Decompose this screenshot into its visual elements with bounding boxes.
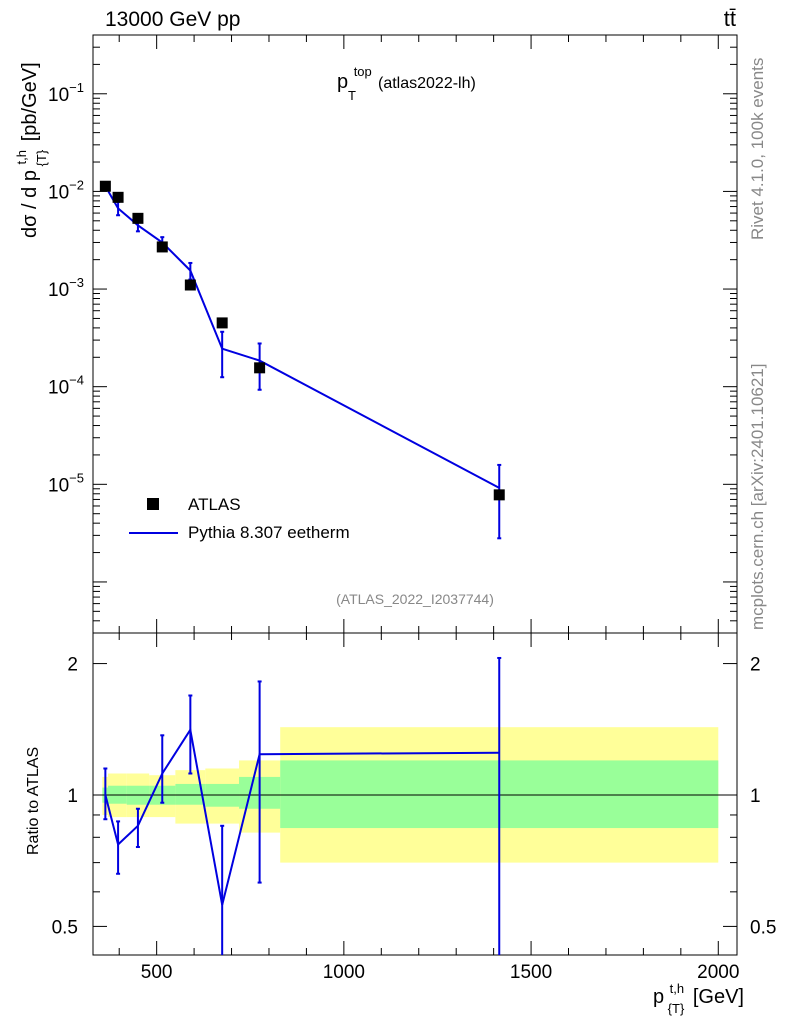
atlas-data-point xyxy=(254,362,266,374)
y-tick-exponent: −4 xyxy=(69,373,84,388)
title-rest: (atlas2022-lh) xyxy=(378,75,476,92)
x-tick-label: 2000 xyxy=(697,962,739,983)
ratio-panel: 2 2 1 1 0.5 0.5 Ratio to ATLAS xyxy=(25,632,777,956)
ratio-mc-curve xyxy=(103,656,502,955)
y-tick-base: 10 xyxy=(48,280,69,301)
header-right: tt̄ xyxy=(724,6,736,31)
ratio-y-tick-label-left: 1 xyxy=(67,786,78,807)
ratio-y-tick-label-left: 2 xyxy=(67,655,78,676)
mc-curve xyxy=(103,184,502,540)
legend-mc-label: Pythia 8.307 eetherm xyxy=(188,523,350,542)
atlas-points xyxy=(99,180,505,501)
rivet-label: Rivet 4.1.0, 100k events xyxy=(748,58,767,240)
mc-line xyxy=(104,185,500,489)
y-tick-base: 10 xyxy=(48,378,69,399)
analysis-watermark: (ATLAS_2022_I2037744) xyxy=(336,591,494,607)
main-y-axis-label: dσ / d p t,h {T} [pb/GeV] xyxy=(9,62,51,238)
legend: ATLAS Pythia 8.307 eetherm xyxy=(129,495,350,542)
ratio-mc-line xyxy=(104,727,500,906)
ratio-ticks xyxy=(93,633,737,955)
atlas-data-point xyxy=(112,191,124,203)
title-main: p xyxy=(337,71,348,93)
mcplots-label: mcplots.cern.ch [arXiv:2401.10621] xyxy=(748,364,767,630)
atlas-data-point xyxy=(216,317,228,329)
ratio-band-inner xyxy=(175,783,206,805)
atlas-data-point xyxy=(184,279,196,291)
title-sup: top xyxy=(354,64,372,79)
y-tick-label: 10−4 xyxy=(48,373,84,399)
y-tick-label: 10−3 xyxy=(48,275,84,301)
ratio-y-tick-label-right: 2 xyxy=(750,655,761,676)
header-left: 13000 GeV pp xyxy=(105,8,240,31)
x-axis-label: p t,h {T} [GeV] xyxy=(653,976,744,1018)
title-sub: T xyxy=(348,88,356,103)
y-tick-exponent: −3 xyxy=(69,275,84,290)
y-tick-base: 10 xyxy=(48,475,69,496)
ylabel-sup: t,h xyxy=(14,150,29,164)
x-tick-label: 500 xyxy=(141,962,173,983)
y-tick-base: 10 xyxy=(48,182,69,203)
ratio-y-tick-label-left: 0.5 xyxy=(52,917,78,938)
atlas-data-point xyxy=(493,489,505,501)
main-ticks xyxy=(93,34,737,634)
y-tick-label: 10−5 xyxy=(48,470,84,496)
y-tick-base: 10 xyxy=(48,85,69,106)
xlabel-sub: {T} xyxy=(668,1001,685,1016)
ratio-y-tick-label-right: 1 xyxy=(750,786,761,807)
xlabel-unit: [GeV] xyxy=(693,986,744,1008)
atlas-data-point xyxy=(156,241,168,253)
x-tick-label: 1500 xyxy=(510,962,552,983)
y-tick-exponent: −1 xyxy=(69,80,84,95)
ratio-y-tick-label-right: 0.5 xyxy=(750,917,776,938)
y-tick-label: 10−2 xyxy=(48,177,84,203)
atlas-data-point xyxy=(99,180,111,192)
xlabel-sup: t,h xyxy=(670,981,684,996)
legend-atlas-label: ATLAS xyxy=(188,495,241,514)
xlabel-main: p xyxy=(653,986,664,1008)
ylabel-unit: [pb/GeV] xyxy=(19,62,41,141)
ylabel-main: dσ / d p xyxy=(19,170,41,238)
main-y-tick-labels: 10−110−210−310−410−5 xyxy=(48,80,84,497)
y-tick-label: 10−1 xyxy=(48,80,84,106)
y-tick-exponent: −5 xyxy=(69,470,84,485)
ratio-frame xyxy=(92,632,738,956)
main-frame xyxy=(92,34,738,634)
ratio-y-tick-labels: 2 2 1 1 0.5 0.5 xyxy=(52,655,777,939)
ylabel-sub: {T} xyxy=(34,149,49,166)
legend-atlas-marker xyxy=(147,498,159,510)
x-tick-labels: 500 1000 1500 2000 xyxy=(141,962,740,983)
y-tick-exponent: −2 xyxy=(69,177,84,192)
ratio-y-axis-label: Ratio to ATLAS xyxy=(25,747,42,855)
x-tick-label: 1000 xyxy=(323,962,365,983)
main-title: p top T xyxy=(337,59,377,103)
main-panel: 10−110−210−310−410−5 p top T (atlas2022-… xyxy=(9,34,738,634)
atlas-data-point xyxy=(132,212,144,224)
